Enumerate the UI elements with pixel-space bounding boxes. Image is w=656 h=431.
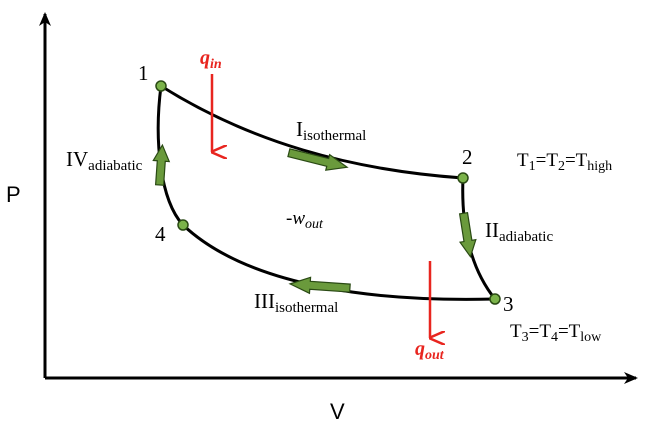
heat-in-label: qin	[200, 47, 222, 72]
state-label-1: 1	[138, 61, 149, 85]
state-label-2: 2	[462, 145, 473, 169]
y-axis-label: P	[6, 182, 21, 207]
temperature-high-relation: T1=T2=Thigh	[517, 150, 612, 174]
process-1-2-curve	[160, 84, 464, 180]
process-label-3: IIIisothermal	[254, 289, 338, 316]
heat-out-label: qout	[415, 338, 445, 363]
process-label-2: IIadiabatic	[485, 218, 553, 245]
state-label-3: 3	[503, 292, 514, 316]
direction-arrow-4-1	[152, 143, 171, 186]
state-label-4: 4	[155, 222, 166, 246]
direction-arrow-1-2	[287, 148, 349, 171]
direction-arrow-3-4	[288, 276, 351, 295]
x-axis-label: V	[330, 399, 345, 424]
temperature-low-relation: T3=T4=Tlow	[510, 321, 602, 345]
state-point-4	[177, 219, 189, 231]
process-label-1: Iisothermal	[296, 117, 366, 144]
direction-arrow-2-3	[458, 211, 477, 259]
state-point-2	[457, 172, 469, 184]
process-label-4: IVadiabatic	[66, 147, 143, 174]
state-point-3	[489, 293, 501, 305]
state-point-1	[155, 80, 167, 92]
work-out-label: -wout	[286, 208, 324, 232]
